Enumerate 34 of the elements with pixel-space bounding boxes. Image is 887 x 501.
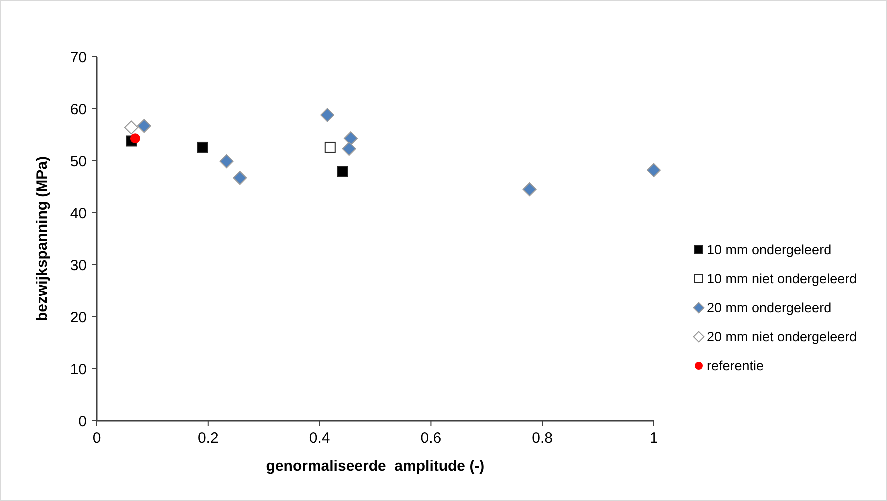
y-tick-label: 60 <box>70 101 87 118</box>
y-tick-label: 40 <box>70 205 87 222</box>
y-tick-label: 50 <box>70 153 87 170</box>
legend-label: referentie <box>707 358 764 374</box>
point <box>344 132 358 146</box>
x-tick-label: 0.8 <box>532 430 554 447</box>
legend-label: 10 mm ondergeleerd <box>707 242 832 258</box>
point <box>124 120 139 135</box>
point <box>320 108 335 122</box>
y-tick-label: 30 <box>70 257 87 274</box>
point <box>324 142 336 153</box>
point <box>233 171 248 186</box>
y-tick-label: 0 <box>78 413 87 430</box>
point <box>130 134 140 144</box>
x-tick-label: 0 <box>92 430 102 447</box>
point <box>522 182 537 197</box>
x-axis-title: genormaliseerde amplitude (-) <box>266 458 485 475</box>
x-tick-label: 0.2 <box>198 430 219 447</box>
point <box>647 163 661 178</box>
point <box>137 119 152 134</box>
legend-label: 20 mm ondergeleerd <box>707 300 832 316</box>
x-tick-label: 0.6 <box>420 430 442 447</box>
y-tick-label: 10 <box>70 361 87 378</box>
legend-label: 10 mm niet ondergeleerd <box>707 272 858 287</box>
point <box>197 142 208 153</box>
y-tick-label: 70 <box>70 49 87 66</box>
x-tick-label: 1 <box>650 430 658 447</box>
point <box>220 154 234 169</box>
legend-label: 20 mm niet ondergeleerd <box>707 330 858 345</box>
x-tick-label: 0.4 <box>309 430 330 447</box>
point <box>342 142 356 156</box>
point <box>337 166 348 178</box>
y-axis-title: bezwijkspanning (MPa) <box>34 156 51 322</box>
y-tick-label: 20 <box>70 309 87 326</box>
